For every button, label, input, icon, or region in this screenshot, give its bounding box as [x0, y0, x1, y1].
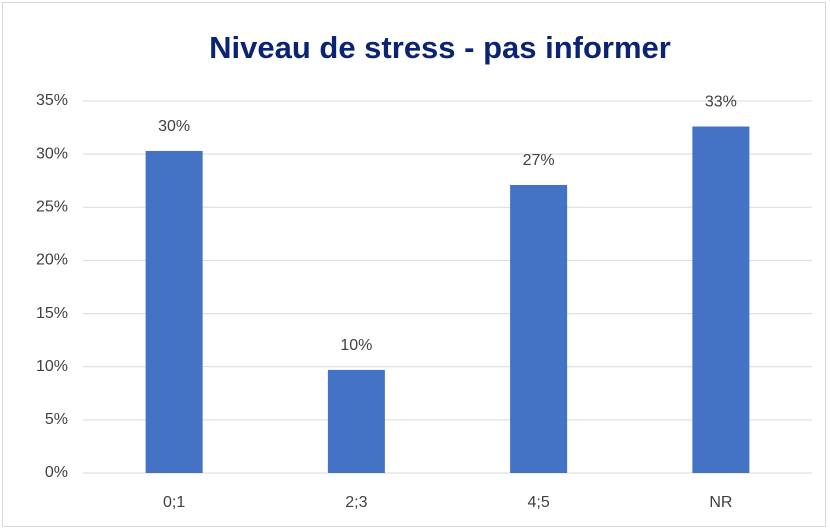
x-tick-label: NR — [709, 494, 732, 511]
data-label: 27% — [523, 152, 555, 169]
bar — [510, 184, 568, 474]
y-tick-label: 5% — [45, 411, 68, 428]
x-tick-label: 0;1 — [163, 494, 185, 511]
y-tick-label: 20% — [36, 252, 68, 269]
y-tick-label: 10% — [36, 358, 68, 375]
bar — [692, 126, 750, 473]
chart-title: Niveau de stress - pas informer — [209, 30, 671, 65]
data-label: 33% — [705, 94, 737, 111]
y-tick-label: 0% — [45, 464, 68, 481]
bar — [145, 150, 203, 473]
bar — [327, 369, 385, 473]
data-label: 30% — [158, 118, 190, 135]
y-tick-label: 25% — [36, 199, 68, 216]
y-tick-label: 15% — [36, 305, 68, 322]
y-tick-label: 30% — [36, 145, 68, 162]
y-tick-label: 35% — [36, 92, 68, 109]
data-label: 10% — [340, 337, 372, 354]
x-tick-label: 2;3 — [345, 494, 367, 511]
x-tick-label: 4;5 — [528, 494, 550, 511]
